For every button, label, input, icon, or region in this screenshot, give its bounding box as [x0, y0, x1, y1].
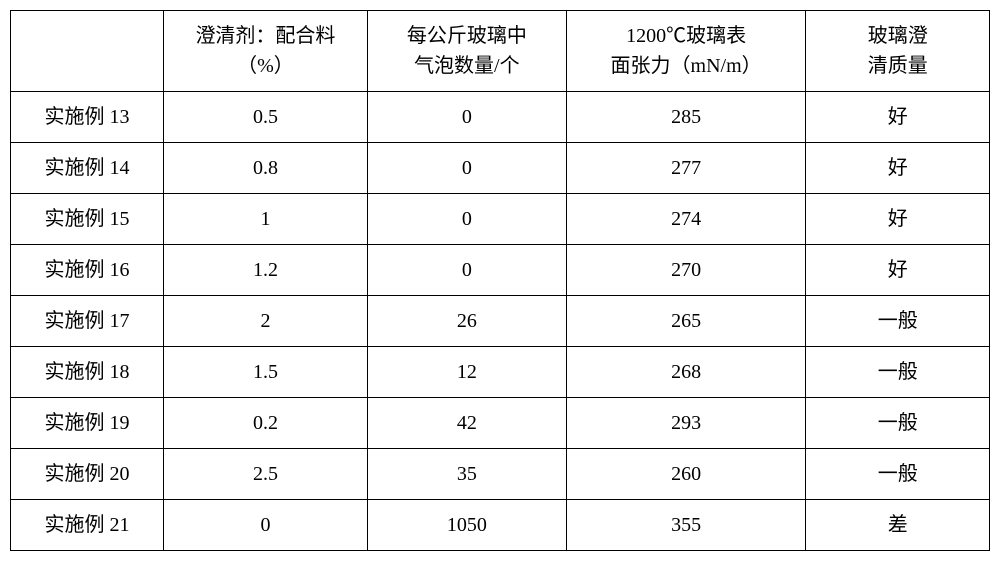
table-row: 实施例 17 2 26 265 一般: [11, 296, 990, 347]
cell-ratio: 0.2: [163, 398, 367, 449]
cell-quality: 一般: [806, 296, 990, 347]
table-row: 实施例 14 0.8 0 277 好: [11, 143, 990, 194]
cell-bubbles: 0: [367, 143, 566, 194]
cell-quality: 一般: [806, 449, 990, 500]
cell-bubbles: 0: [367, 245, 566, 296]
cell-ratio: 0.5: [163, 92, 367, 143]
table-row: 实施例 21 0 1050 355 差: [11, 500, 990, 551]
cell-tension: 355: [566, 500, 806, 551]
cell-quality: 一般: [806, 347, 990, 398]
cell-ratio: 2: [163, 296, 367, 347]
cell-quality: 差: [806, 500, 990, 551]
cell-ratio: 2.5: [163, 449, 367, 500]
cell-tension: 268: [566, 347, 806, 398]
header-ratio: 澄清剂：配合料 （%）: [163, 11, 367, 92]
cell-ratio: 0: [163, 500, 367, 551]
cell-quality: 好: [806, 92, 990, 143]
cell-ratio: 1.2: [163, 245, 367, 296]
table-row: 实施例 18 1.5 12 268 一般: [11, 347, 990, 398]
cell-tension: 274: [566, 194, 806, 245]
data-table: 澄清剂：配合料 （%） 每公斤玻璃中 气泡数量/个 1200℃玻璃表 面张力（m…: [10, 10, 990, 551]
header-tension-line1: 1200℃玻璃表: [626, 25, 746, 47]
cell-label: 实施例 19: [11, 398, 164, 449]
cell-bubbles: 0: [367, 194, 566, 245]
header-empty: [11, 11, 164, 92]
header-bubbles-line1: 每公斤玻璃中: [407, 25, 527, 47]
cell-tension: 270: [566, 245, 806, 296]
cell-label: 实施例 15: [11, 194, 164, 245]
cell-tension: 293: [566, 398, 806, 449]
cell-tension: 260: [566, 449, 806, 500]
cell-label: 实施例 14: [11, 143, 164, 194]
table-row: 实施例 19 0.2 42 293 一般: [11, 398, 990, 449]
cell-label: 实施例 20: [11, 449, 164, 500]
cell-tension: 277: [566, 143, 806, 194]
table-body: 实施例 13 0.5 0 285 好 实施例 14 0.8 0 277 好 实施…: [11, 92, 990, 551]
cell-ratio: 1: [163, 194, 367, 245]
cell-bubbles: 35: [367, 449, 566, 500]
cell-quality: 一般: [806, 398, 990, 449]
table-row: 实施例 16 1.2 0 270 好: [11, 245, 990, 296]
cell-bubbles: 26: [367, 296, 566, 347]
header-tension: 1200℃玻璃表 面张力（mN/m）: [566, 11, 806, 92]
cell-tension: 285: [566, 92, 806, 143]
cell-quality: 好: [806, 194, 990, 245]
cell-label: 实施例 17: [11, 296, 164, 347]
header-tension-line2: 面张力（mN/m）: [611, 55, 762, 77]
cell-label: 实施例 21: [11, 500, 164, 551]
cell-bubbles: 0: [367, 92, 566, 143]
cell-label: 实施例 18: [11, 347, 164, 398]
table-header-row: 澄清剂：配合料 （%） 每公斤玻璃中 气泡数量/个 1200℃玻璃表 面张力（m…: [11, 11, 990, 92]
table-row: 实施例 13 0.5 0 285 好: [11, 92, 990, 143]
header-quality-line1: 玻璃澄: [868, 25, 928, 47]
header-ratio-line1: 澄清剂：配合料: [195, 25, 335, 47]
cell-quality: 好: [806, 245, 990, 296]
header-quality-line2: 清质量: [868, 55, 928, 77]
cell-bubbles: 1050: [367, 500, 566, 551]
cell-ratio: 1.5: [163, 347, 367, 398]
table-row: 实施例 20 2.5 35 260 一般: [11, 449, 990, 500]
header-bubbles-line2: 气泡数量/个: [414, 55, 520, 77]
header-bubbles: 每公斤玻璃中 气泡数量/个: [367, 11, 566, 92]
cell-tension: 265: [566, 296, 806, 347]
cell-ratio: 0.8: [163, 143, 367, 194]
header-ratio-line2: （%）: [237, 55, 294, 77]
cell-label: 实施例 13: [11, 92, 164, 143]
cell-bubbles: 42: [367, 398, 566, 449]
table-row: 实施例 15 1 0 274 好: [11, 194, 990, 245]
cell-label: 实施例 16: [11, 245, 164, 296]
cell-bubbles: 12: [367, 347, 566, 398]
header-quality: 玻璃澄 清质量: [806, 11, 990, 92]
cell-quality: 好: [806, 143, 990, 194]
